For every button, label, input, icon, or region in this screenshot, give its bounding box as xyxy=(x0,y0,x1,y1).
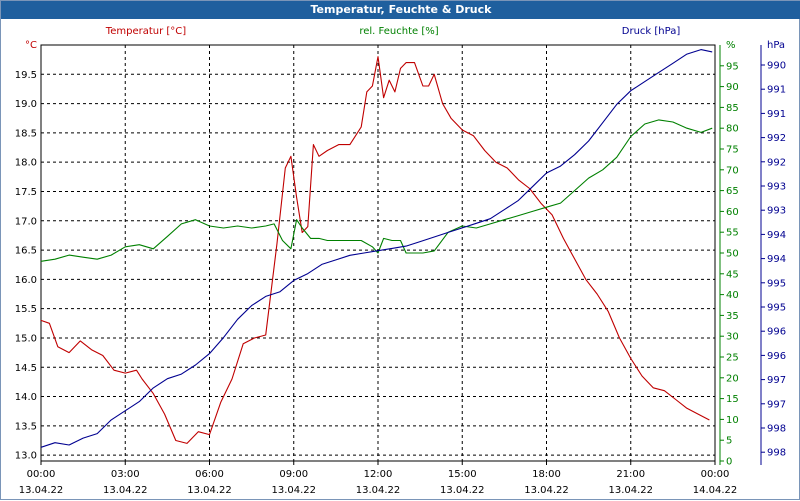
temp-axis-tick: 17.0 xyxy=(15,216,37,227)
humid-axis-tick: 60 xyxy=(726,207,739,218)
humid-axis-tick: 25 xyxy=(726,353,739,364)
press-axis-tick: 998 xyxy=(767,448,786,459)
press-axis-tick: 998 xyxy=(767,424,786,435)
humid-axis-tick: 80 xyxy=(726,124,739,135)
humid-axis-tick: 55 xyxy=(726,228,739,239)
x-tick-date: 13.04.22 xyxy=(608,485,653,496)
humid-axis-tick: 40 xyxy=(726,290,739,301)
series-layer xyxy=(40,49,713,448)
press-axis-tick: 997 xyxy=(767,399,786,410)
press-axis-tick: 996 xyxy=(767,351,786,362)
temp-axis-tick: 13.0 xyxy=(15,451,37,462)
x-tick-time: 06:00 xyxy=(195,469,224,480)
press-axis-tick: 991 xyxy=(767,109,786,120)
press-axis-tick: 997 xyxy=(767,375,786,386)
grid-lines xyxy=(41,45,715,461)
humid-axis-tick: 20 xyxy=(726,373,739,384)
humid-axis-tick: 45 xyxy=(726,269,739,280)
series-line-humid xyxy=(40,119,713,262)
press-axis-tick: 992 xyxy=(767,133,786,144)
temp-axis-tick: 14.0 xyxy=(15,392,37,403)
x-tick-date: 13.04.22 xyxy=(103,485,148,496)
x-tick-time: 21:00 xyxy=(616,469,645,480)
humid-axis-tick: 90 xyxy=(726,82,739,93)
humid-axis-label: rel. Feuchte [%] xyxy=(359,26,438,37)
press-axis-tick: 994 xyxy=(767,230,786,241)
humid-axis-unit: % xyxy=(726,40,736,51)
temp-axis-tick: 16.5 xyxy=(15,246,37,257)
x-tick-date: 13.04.22 xyxy=(187,485,232,496)
x-tick-date: 13.04.22 xyxy=(440,485,485,496)
x-tick-date: 13.04.22 xyxy=(356,485,401,496)
humid-axis-tick: 30 xyxy=(726,332,739,343)
press-axis-tick: 991 xyxy=(767,85,786,96)
humid-axis-tick: 50 xyxy=(726,249,739,260)
temp-axis-tick: 19.5 xyxy=(15,70,37,81)
humid-axis-tick: 0 xyxy=(726,457,732,468)
press-axis-tick: 992 xyxy=(767,157,786,168)
x-tick-time: 18:00 xyxy=(532,469,561,480)
temp-axis-tick: 17.5 xyxy=(15,187,37,198)
x-tick-date: 13.04.22 xyxy=(524,485,569,496)
x-tick-time: 09:00 xyxy=(279,469,308,480)
axis-labels: 00:00 13.04.22 03:00 13.04.22 06:00 13.04.22 0… xyxy=(15,26,786,496)
x-tick-time: 00:00 xyxy=(701,469,730,480)
x-tick-time: 00:00 xyxy=(27,469,56,480)
press-axis-unit: hPa xyxy=(767,40,785,51)
press-axis-tick: 993 xyxy=(767,206,786,217)
humid-axis-tick: 75 xyxy=(726,145,739,156)
humid-axis-tick: 70 xyxy=(726,165,739,176)
x-tick-date: 13.04.22 xyxy=(271,485,316,496)
humid-axis-tick: 85 xyxy=(726,103,739,114)
x-tick-date: 13.04.22 xyxy=(19,485,64,496)
press-axis-tick: 993 xyxy=(767,182,786,193)
humid-axis-tick: 95 xyxy=(726,61,739,72)
humid-axis-tick: 5 xyxy=(726,436,732,447)
series-line-temp xyxy=(40,56,710,444)
press-axis-tick: 994 xyxy=(767,254,786,265)
humid-axis-tick: 15 xyxy=(726,394,739,405)
chart-title: Temperatur, Feuchte & Druck xyxy=(310,3,492,16)
temp-axis-tick: 14.5 xyxy=(15,363,37,374)
press-axis-label: Druck [hPa] xyxy=(622,26,681,37)
press-axis-tick: 990 xyxy=(767,61,786,72)
title-bar: Temperatur, Feuchte & Druck xyxy=(1,1,800,19)
temp-axis-tick: 15.0 xyxy=(15,333,37,344)
temp-axis-tick: 15.5 xyxy=(15,304,37,315)
x-tick-time: 03:00 xyxy=(111,469,140,480)
humid-axis-tick: 35 xyxy=(726,311,739,322)
press-axis-tick: 995 xyxy=(767,278,786,289)
temp-axis-tick: 18.5 xyxy=(15,128,37,139)
x-tick-date: 14.04.22 xyxy=(693,485,738,496)
temp-axis-tick: 18.0 xyxy=(15,158,37,169)
x-tick-time: 15:00 xyxy=(448,469,477,480)
temp-axis-label: Temperatur [°C] xyxy=(105,26,186,37)
temp-axis-unit: °C xyxy=(25,40,37,51)
press-axis-tick: 995 xyxy=(767,303,786,314)
series-line-press xyxy=(40,49,713,448)
x-tick-time: 12:00 xyxy=(364,469,393,480)
temp-axis-tick: 19.0 xyxy=(15,99,37,110)
humid-axis-tick: 65 xyxy=(726,186,739,197)
temp-axis-tick: 13.5 xyxy=(15,421,37,432)
press-axis-tick: 996 xyxy=(767,327,786,338)
humid-axis-tick: 10 xyxy=(726,415,739,426)
temp-axis-tick: 16.0 xyxy=(15,275,37,286)
